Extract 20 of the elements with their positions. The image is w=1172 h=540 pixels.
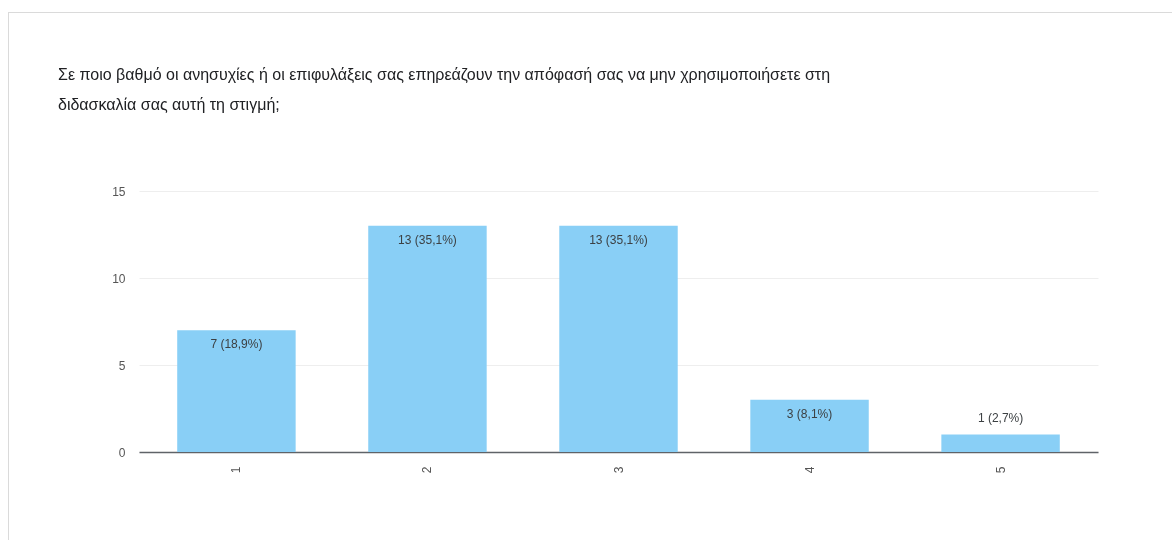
x-tick-label: 2: [420, 466, 435, 474]
y-tick-label: 15: [112, 184, 126, 199]
x-tick-label: 5: [993, 466, 1008, 474]
y-tick-label: 10: [112, 271, 126, 286]
data-label: 13 (35,1%): [589, 232, 648, 247]
x-tick-label: 4: [802, 466, 817, 474]
bar: [750, 399, 869, 452]
x-tick-label: 3: [611, 466, 626, 474]
data-label: 3 (8,1%): [786, 406, 833, 421]
bar: [368, 225, 487, 452]
y-tick-label: 0: [118, 445, 126, 460]
x-tick-label: 1: [229, 466, 244, 474]
bar: [941, 434, 1060, 452]
y-tick-label: 5: [118, 358, 126, 373]
data-label: 7 (18,9%): [210, 337, 263, 352]
chart-title: Σε ποιο βαθμό οι ανησυχίες ή οι επιφυλάξεις σας επηρεάζουν την απόφασή σας να μην χρησιμοποιήσετε στη διδασκαλία σας αυτή τη στιγμή;: [58, 65, 832, 115]
bar: [177, 330, 296, 452]
bar: [559, 225, 678, 452]
data-label: 13 (35,1%): [398, 232, 457, 247]
data-label: 1 (2,7%): [977, 410, 1024, 425]
